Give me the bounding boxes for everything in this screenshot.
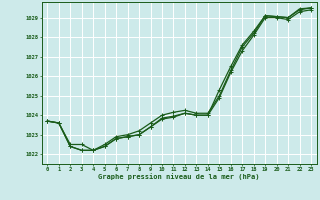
X-axis label: Graphe pression niveau de la mer (hPa): Graphe pression niveau de la mer (hPa) [99, 173, 260, 180]
